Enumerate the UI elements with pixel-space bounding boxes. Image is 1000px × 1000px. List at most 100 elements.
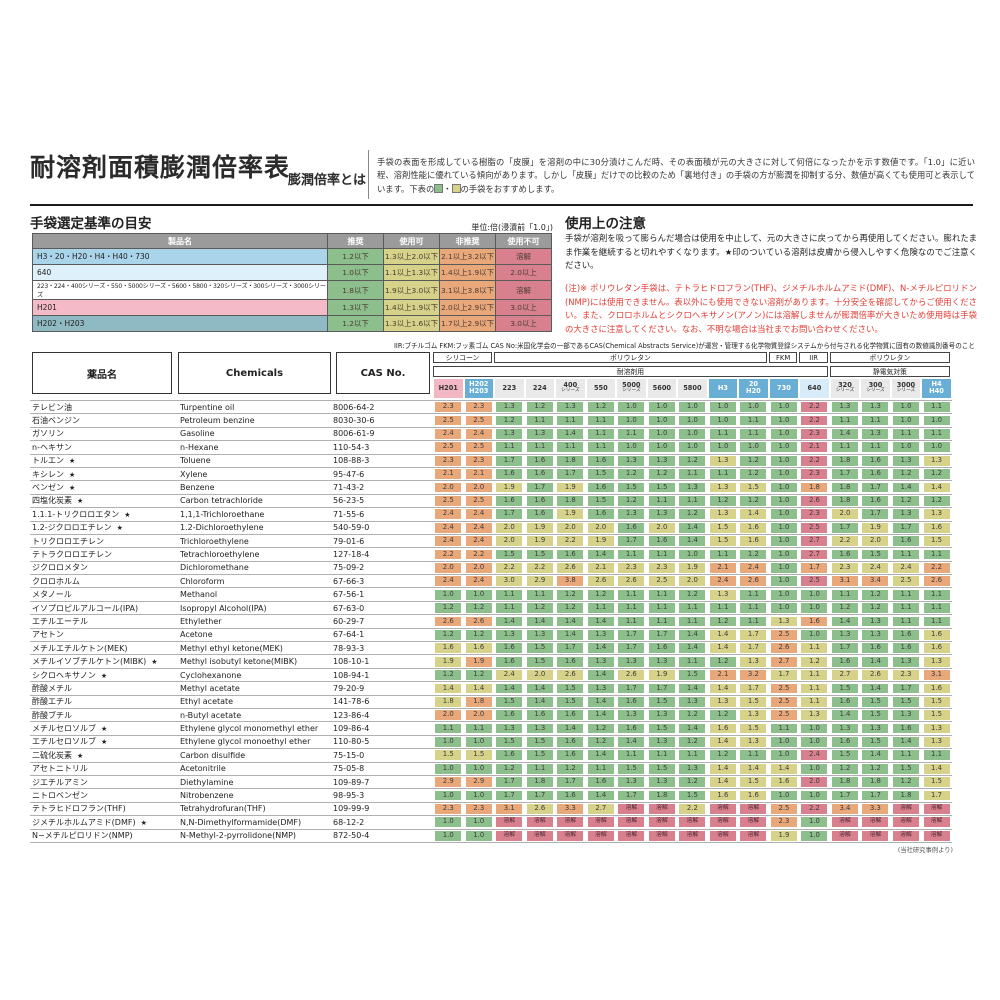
swell-ratio-cell: 2.1: [464, 469, 495, 480]
swell-ratio-cell: 2.0: [433, 562, 464, 573]
swell-ratio-value: 溶解: [740, 817, 767, 828]
swell-ratio-value: 1.3: [679, 763, 706, 774]
chemical-row: ジメチルホルムアミド(DMF) ★ N,N-Dimethylformamide(DM…: [30, 816, 952, 830]
swell-ratio-cell: 1.6: [830, 656, 861, 667]
skin-hazard-star-icon: ★: [151, 658, 158, 667]
selection-row: H3・20・H20・H4・H40・730 1.2以下 1.3以上2.0以下 2.1以上…: [32, 248, 552, 265]
swell-ratio-cell: 1.0: [708, 402, 739, 413]
swell-ratio-cell: 1.6: [586, 777, 617, 788]
swell-ratio-cell: 1.3: [860, 629, 891, 640]
swell-ratio-cell: 1.1: [616, 549, 647, 560]
product-column-header: 320 シリーズ: [830, 379, 861, 398]
swell-ratio-cell: 2.2: [464, 549, 495, 560]
swell-ratio-cell: 1.0: [769, 589, 800, 600]
swell-ratio-value: 1.3: [618, 777, 645, 788]
swell-ratio-cell: 1.3: [708, 696, 739, 707]
swell-ratio-value: 溶解: [526, 817, 553, 828]
swell-ratio-value: 溶解: [923, 817, 950, 828]
swell-ratio-value: 1.1: [587, 603, 614, 613]
selection-column-header: 使用可: [383, 233, 440, 249]
swell-ratio-cell: 1.7: [738, 683, 769, 694]
swell-ratio-value: 2.6: [618, 670, 645, 680]
swell-ratio-value: 1.2: [618, 469, 645, 480]
swell-ratio-cell: 1.1: [525, 442, 556, 453]
swell-ratio-cell: 1.2: [494, 763, 525, 774]
chemical-row: イソプロピルアルコール(IPA) Isopropyl Alcohol(IPA) 67…: [30, 602, 952, 616]
swell-ratio-cell: 1.1: [616, 603, 647, 613]
swell-ratio-value: 1.3: [648, 777, 675, 788]
swell-ratio-value: 1.0: [770, 522, 797, 533]
swell-ratio-value: 1.0: [435, 830, 462, 841]
swell-ratio-cell: 1.5: [738, 696, 769, 707]
swell-ratio-value: 1.1: [740, 429, 767, 439]
product-column-header: 223: [494, 379, 525, 398]
swell-ratio-cell: 1.0: [799, 589, 830, 600]
swell-ratio-value: 3.4: [831, 804, 858, 814]
chemical-row: 酢酸ブチル n-Butyl acetate 123-86-4 2.0 2.0 1.6 1.6…: [30, 709, 952, 723]
swell-ratio-value: 溶解: [618, 817, 645, 828]
swell-ratio-cell: 1.5: [677, 790, 708, 801]
swell-ratio-value: 溶解: [862, 817, 889, 828]
swell-ratio-value: 1.4: [526, 683, 553, 694]
product-name-cell: 640: [32, 264, 328, 281]
product-column-header: 20 H20: [738, 379, 769, 398]
swell-ratio-cell: 1.4: [860, 683, 891, 694]
swell-ratio-cell: 1.5: [738, 723, 769, 734]
swell-ratio-value: 溶解: [557, 830, 584, 841]
swell-ratio-cell: 1.1: [677, 656, 708, 667]
swell-ratio-cell: 1.4: [769, 763, 800, 774]
chemical-name-en: Carbon tetrachloride: [180, 496, 263, 506]
swell-ratio-cell: 3.1: [494, 804, 525, 814]
swell-ratio-value: 2.5: [770, 629, 797, 640]
swell-ratio-cell: 2.6: [860, 670, 891, 680]
swell-ratio-value: 1.7: [892, 522, 919, 533]
product-code-label: 320: [838, 381, 852, 390]
rating-range-cell: 3.0以上: [495, 299, 552, 316]
cas-number: 109-86-4: [333, 724, 370, 734]
swell-ratio-cell: 2.3: [464, 402, 495, 413]
swell-ratio-cell: 2.4: [433, 429, 464, 439]
swell-ratio-value: 1.4: [587, 549, 614, 560]
swell-ratio-value: 1.5: [435, 750, 462, 761]
swell-ratio-value: 1.1: [892, 603, 919, 613]
swell-ratio-cell: 1.7: [738, 643, 769, 654]
swell-ratio-cell: 1.0: [769, 603, 800, 613]
swell-ratio-value: 溶解: [923, 804, 950, 814]
swell-ratio-cell: 1.1: [891, 549, 922, 560]
swell-ratio-value: 1.2: [709, 750, 736, 761]
swell-ratio-cell: 2.9: [525, 576, 556, 587]
swell-ratio-cell: 1.2: [677, 509, 708, 520]
swell-ratio-cell: 1.2: [555, 589, 586, 600]
product-code-label: 224: [532, 383, 547, 392]
swell-ratio-cell: 2.2: [830, 536, 861, 546]
swell-ratio-value: 1.3: [587, 656, 614, 667]
swell-ratio-value: 1.2: [679, 589, 706, 600]
swell-ratio-cell: 1.1: [494, 589, 525, 600]
swell-ratio-cell: 2.2: [799, 415, 830, 426]
swell-ratio-value: 1.9: [557, 509, 584, 520]
swell-ratio-cell: 1.7: [525, 790, 556, 801]
swell-ratio-value: 1.0: [770, 442, 797, 453]
swell-ratio-value: 1.0: [801, 817, 828, 828]
chemical-row: トリクロロエチレン Trichloroethylene 79-01-6 2.4 2.4 2…: [30, 535, 952, 549]
material-group-label: ポリウレタン: [829, 352, 950, 363]
swell-ratio-value: 2.5: [770, 696, 797, 707]
swell-ratio-value: 溶解: [709, 817, 736, 828]
swell-ratio-value: 1.9: [862, 522, 889, 533]
swell-ratio-cell: 1.5: [921, 696, 952, 707]
swell-ratio-cell: 1.3: [586, 683, 617, 694]
swell-ratio-value: 1.3: [740, 737, 767, 747]
swell-ratio-value: 1.8: [526, 777, 553, 788]
swell-ratio-value: 1.6: [557, 549, 584, 560]
swell-ratio-cell: 溶解: [738, 830, 769, 841]
chemical-row: 酢酸メチル Methyl acetate 79-20-9 1.4 1.4 1.4 1.4 1.…: [30, 682, 952, 696]
chemical-row: テレビン油 Turpentine oil 8006-64-2 2.3 2.3 1.3 1.2…: [30, 401, 952, 415]
swell-ratio-cell: 2.4: [464, 522, 495, 533]
swell-ratio-cell: 1.3: [616, 710, 647, 721]
swell-ratio-cell: 1.9: [860, 522, 891, 533]
swell-ratio-value: 2.3: [831, 562, 858, 573]
swell-ratio-cell: 2.6: [799, 496, 830, 506]
swell-ratio-value: 1.4: [618, 737, 645, 747]
swell-ratio-value: 1.9: [557, 482, 584, 493]
skin-hazard-star-icon: ★: [77, 497, 84, 506]
